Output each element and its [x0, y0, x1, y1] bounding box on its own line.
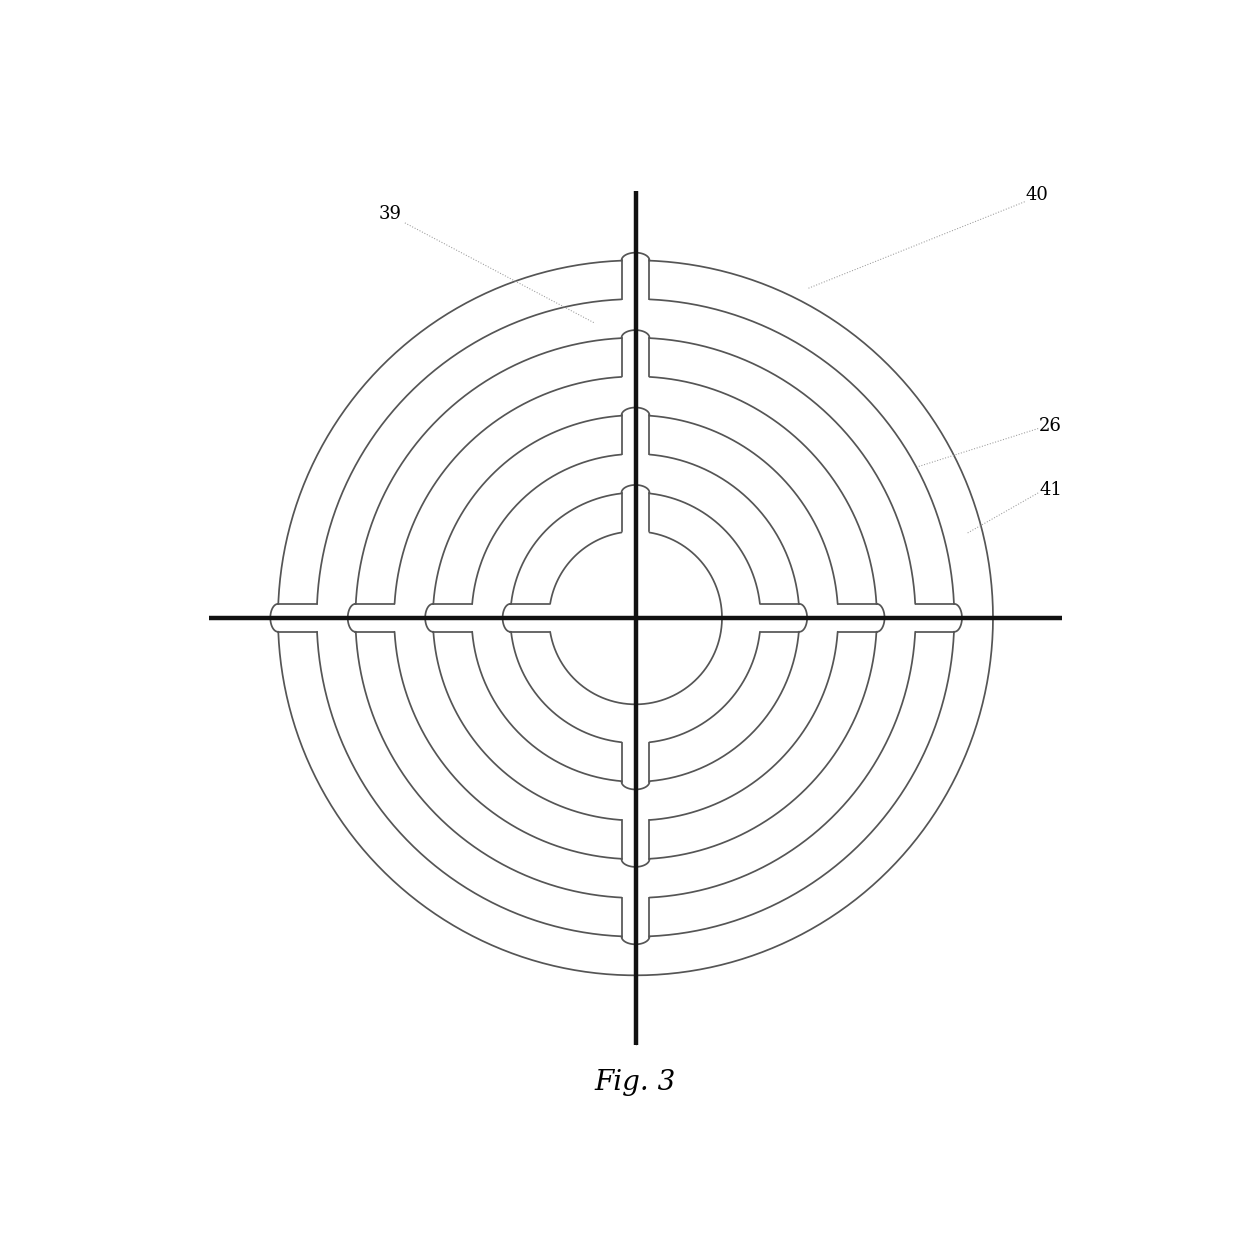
Text: 40: 40	[1025, 187, 1049, 204]
Text: 26: 26	[1039, 417, 1063, 434]
Text: 41: 41	[1039, 481, 1063, 500]
Text: 39: 39	[379, 205, 402, 223]
Text: Fig. 3: Fig. 3	[595, 1068, 676, 1096]
